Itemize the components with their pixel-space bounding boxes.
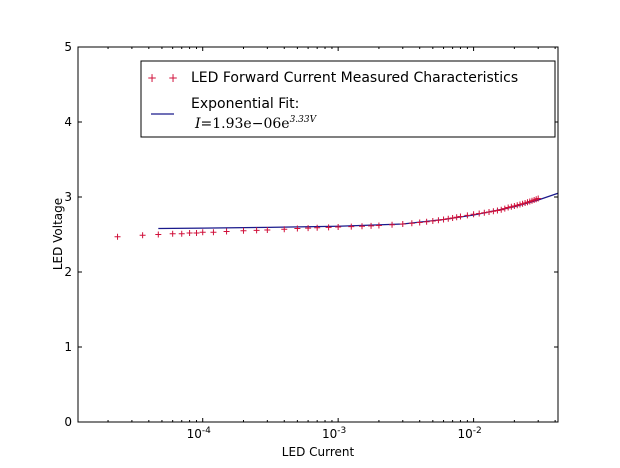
measured-point	[494, 207, 501, 214]
measured-point	[193, 230, 200, 236]
measured-point	[498, 206, 505, 213]
measured-point	[486, 209, 493, 215]
measured-point	[535, 195, 542, 202]
measured-point	[139, 232, 146, 239]
y-tick-label: 3	[64, 190, 72, 204]
measured-point	[155, 231, 162, 238]
y-tick-label: 0	[64, 415, 72, 429]
measured-point	[314, 224, 321, 231]
measured-point	[264, 227, 271, 233]
measured-point	[511, 203, 518, 209]
measured-point	[199, 229, 206, 236]
measured-point	[514, 202, 521, 209]
measured-point	[481, 209, 488, 216]
measured-point	[325, 224, 332, 231]
legend-label-measured: LED Forward Current Measured Characteris…	[191, 70, 518, 86]
measured-point	[508, 203, 515, 210]
legend-box	[140, 60, 556, 138]
measured-point	[186, 230, 193, 236]
measured-point	[501, 205, 508, 212]
legend-marker-measured: +	[147, 71, 157, 85]
measured-point	[449, 215, 456, 221]
measured-point	[240, 227, 247, 234]
measured-point	[335, 224, 342, 230]
measured-point	[368, 222, 375, 229]
measured-point	[429, 218, 436, 224]
measured-point	[516, 201, 523, 208]
plot-frame	[77, 46, 559, 423]
measured-point	[223, 228, 230, 235]
legend-marker-measured: +	[168, 71, 178, 85]
measured-point	[476, 210, 483, 217]
measured-point	[305, 225, 312, 232]
measured-point	[423, 218, 430, 225]
measured-point	[464, 212, 471, 219]
measured-point	[114, 233, 121, 240]
y-tick-label: 1	[64, 340, 72, 354]
x-axis-label: LED Current	[282, 445, 355, 459]
measured-point	[348, 223, 355, 230]
measured-point	[359, 223, 365, 230]
measured-point	[210, 229, 217, 236]
measured-point	[440, 216, 447, 223]
legend: + + LED Forward Current Measured Charact…	[140, 60, 556, 138]
measured-point	[253, 227, 260, 234]
measured-point	[294, 225, 301, 232]
measured-point	[178, 230, 185, 237]
measured-point	[470, 211, 477, 218]
x-tick-label: 10-4	[187, 426, 212, 441]
measured-point	[169, 230, 176, 237]
measured-point	[435, 217, 442, 224]
measured-point	[445, 215, 452, 222]
legend-fit-equation: I=1.93e−06e3.33V	[194, 115, 318, 132]
x-tick-label: 10-3	[322, 426, 346, 441]
y-tick-label: 4	[64, 115, 72, 129]
y-tick-label: 2	[64, 265, 72, 279]
measured-point	[490, 208, 497, 215]
measured-point	[399, 221, 406, 227]
measured-point	[281, 226, 288, 233]
measured-point	[457, 213, 464, 220]
measured-point	[408, 220, 415, 227]
y-tick-label: 5	[64, 40, 72, 54]
measured-point	[505, 204, 512, 211]
x-tick-label: 10-2	[457, 426, 481, 441]
legend-label-fit: Exponential Fit:	[191, 96, 299, 112]
measured-point	[375, 222, 382, 229]
measured-point	[389, 221, 396, 228]
y-axis-label: LED Voltage	[51, 198, 65, 270]
measured-point	[416, 219, 423, 226]
measured-point	[453, 214, 460, 221]
measured-point	[519, 200, 526, 207]
